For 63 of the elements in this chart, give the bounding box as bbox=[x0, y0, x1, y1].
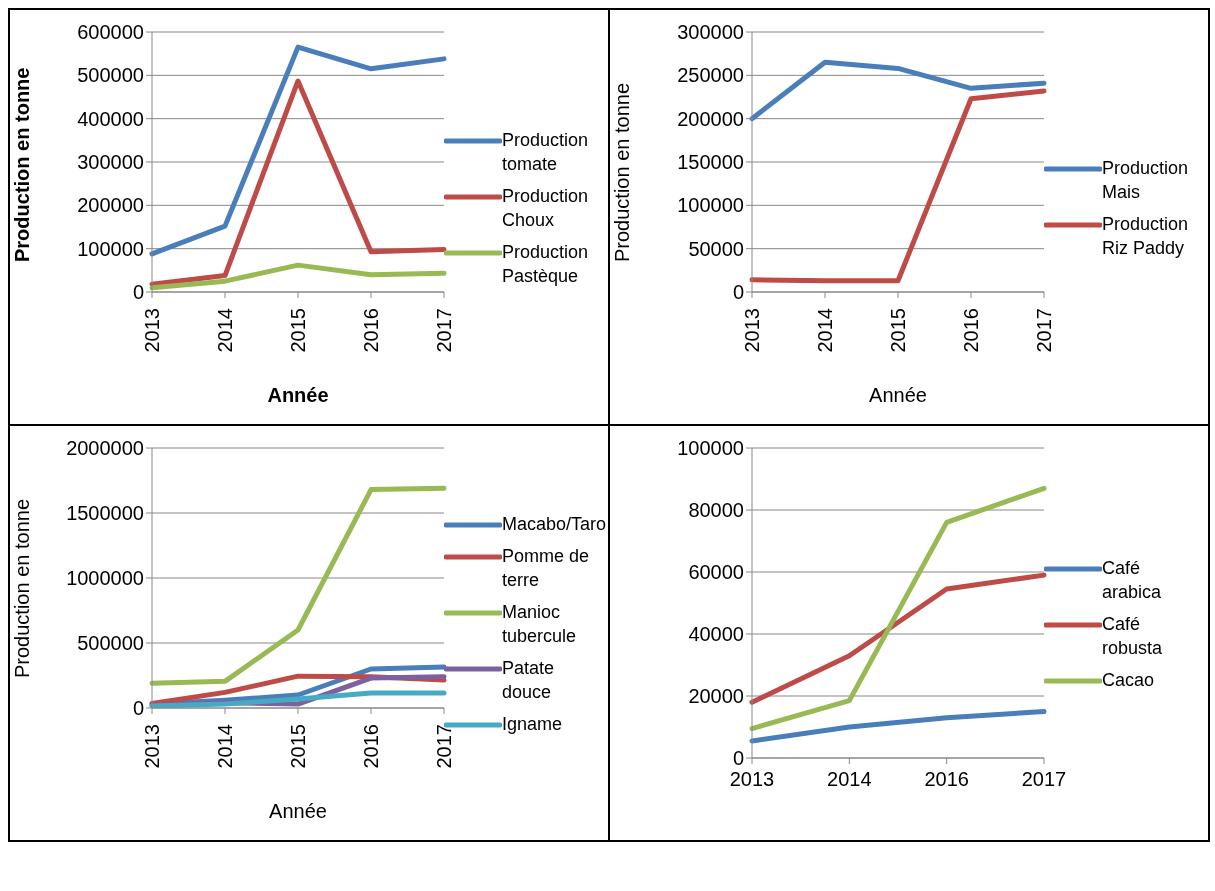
legend-label: Patate douce bbox=[502, 657, 556, 704]
legend-label: Igname bbox=[502, 713, 563, 736]
y-axis-title: Production en tonne bbox=[11, 67, 34, 262]
y-tick-label: 1000000 bbox=[66, 567, 144, 590]
x-tick-label: 2015 bbox=[887, 308, 909, 353]
x-tick-label: 2014 bbox=[827, 768, 872, 790]
y-tick-label: 500000 bbox=[77, 64, 144, 87]
y-tick-label: 100000 bbox=[677, 437, 744, 460]
x-tick-label: 2015 bbox=[287, 724, 309, 769]
y-tick-label: 50000 bbox=[688, 237, 744, 260]
legend-label: Production tomate bbox=[502, 129, 590, 176]
legend-label: Production Choux bbox=[502, 185, 590, 232]
legend-label: Café arabica bbox=[1102, 557, 1163, 604]
y-tick-label: 0 bbox=[732, 281, 744, 304]
x-tick-label: 2016 bbox=[924, 768, 969, 790]
x-tick-label: 2016 bbox=[960, 308, 982, 353]
y-tick-label: 200000 bbox=[77, 194, 144, 217]
x-tick-label: 2013 bbox=[741, 308, 763, 353]
y-axis-title: Production en tonne bbox=[11, 498, 34, 678]
legend-label: Manioc tubercule bbox=[502, 601, 578, 648]
y-tick-label: 100000 bbox=[677, 194, 744, 217]
y-tick-label: 0 bbox=[132, 697, 144, 720]
y-tick-label: 40000 bbox=[688, 623, 744, 646]
legend-label: Macabo/Taro bbox=[502, 513, 607, 536]
x-tick-label: 2016 bbox=[360, 308, 382, 353]
x-tick-label: 2016 bbox=[360, 724, 382, 769]
y-tick-label: 300000 bbox=[677, 21, 744, 44]
y-tick-label: 0 bbox=[732, 747, 744, 770]
y-tick-label: 1500000 bbox=[66, 502, 144, 525]
x-axis-title: Année bbox=[269, 800, 327, 822]
legend-label: Production Pastèque bbox=[502, 241, 590, 288]
legend-label: Café robusta bbox=[1102, 613, 1164, 660]
x-tick-label: 2017 bbox=[1033, 308, 1055, 353]
x-tick-label: 2017 bbox=[433, 724, 455, 769]
x-tick-label: 2013 bbox=[141, 724, 163, 769]
x-tick-label: 2014 bbox=[814, 308, 836, 353]
y-tick-label: 250000 bbox=[677, 64, 744, 87]
x-tick-label: 2014 bbox=[214, 308, 236, 353]
y-tick-label: 300000 bbox=[77, 151, 144, 174]
y-tick-label: 0 bbox=[132, 281, 144, 304]
y-tick-label: 2000000 bbox=[66, 437, 144, 460]
x-axis-title: Année bbox=[869, 384, 927, 406]
y-tick-label: 150000 bbox=[677, 151, 744, 174]
x-tick-label: 2014 bbox=[214, 724, 236, 769]
x-tick-label: 2017 bbox=[433, 308, 455, 353]
x-axis-title: Année bbox=[267, 384, 329, 406]
y-tick-label: 20000 bbox=[688, 685, 744, 708]
y-tick-label: 400000 bbox=[77, 107, 144, 130]
y-tick-label: 80000 bbox=[688, 499, 744, 522]
x-tick-label: 2013 bbox=[141, 308, 163, 353]
y-tick-label: 200000 bbox=[677, 107, 744, 130]
x-tick-label: 2013 bbox=[729, 768, 775, 790]
legend-label: Production Mais bbox=[1102, 157, 1190, 204]
legend-label: Cacao bbox=[1102, 669, 1155, 692]
legend-label: Production Riz Paddy bbox=[1102, 213, 1190, 260]
y-tick-label: 600000 bbox=[77, 21, 144, 44]
x-tick-label: 2015 bbox=[287, 308, 309, 353]
legend-label: Pomme de terre bbox=[502, 545, 591, 592]
y-axis-title: Production en tonne bbox=[611, 82, 634, 262]
y-tick-label: 500000 bbox=[77, 632, 144, 655]
y-tick-label: 60000 bbox=[688, 561, 744, 584]
x-tick-label: 2017 bbox=[1021, 768, 1067, 790]
y-tick-label: 100000 bbox=[77, 237, 144, 260]
